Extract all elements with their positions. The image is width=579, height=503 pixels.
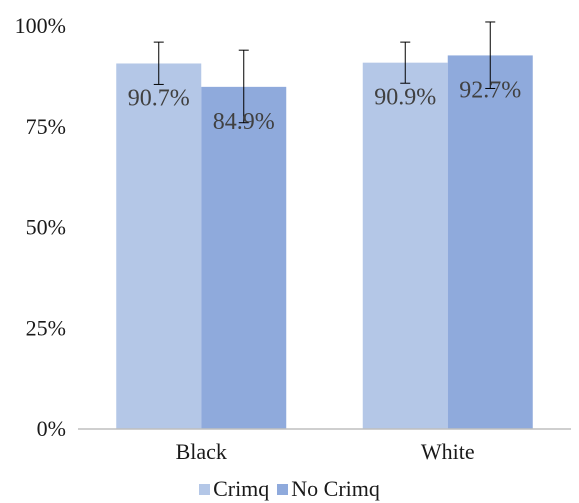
legend-label-crimq: Crimq [213,476,270,501]
data-label-white-1: 92.7% [459,77,521,103]
legend: Crimq No Crimq [0,476,579,502]
bar-white-no-crimq [447,55,533,429]
y-tick-label-50: 50% [26,215,66,240]
y-tick-label-0: 0% [37,416,66,441]
data-label-black-1: 84.9% [213,109,275,135]
legend-item-crimq: Crimq [199,476,269,502]
legend-label-no-crimq: No Crimq [291,476,380,501]
bar-white-crimq [362,62,448,429]
x-tick-label-white: White [421,439,475,464]
data-label-white-0: 90.9% [374,85,436,111]
legend-swatch-no-crimq [277,483,289,495]
legend-swatch-crimq [199,483,211,495]
bar-black-crimq [116,63,202,429]
y-tick-label-100: 100% [15,13,66,38]
y-tick-label-25: 25% [26,315,66,340]
x-tick-label-black: Black [176,439,227,464]
data-label-black-0: 90.7% [128,85,190,111]
legend-item-no-crimq: No Crimq [277,476,380,502]
bar-black-no-crimq [201,86,287,429]
bar-chart-plot: 0% 25% 50% 75% 100% 90.7% 84.9% Black 90.9% 92.7%… [15,13,571,464]
y-tick-label-75: 75% [26,114,66,139]
